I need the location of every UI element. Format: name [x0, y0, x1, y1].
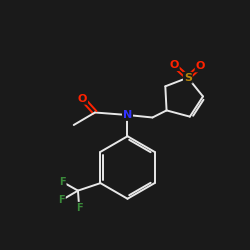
Text: F: F [58, 195, 65, 205]
Text: F: F [59, 177, 66, 187]
Text: O: O [78, 94, 87, 104]
Text: O: O [196, 62, 205, 72]
Text: N: N [123, 110, 132, 120]
Text: F: F [76, 202, 82, 212]
Text: O: O [169, 60, 179, 70]
Text: S: S [184, 73, 192, 83]
